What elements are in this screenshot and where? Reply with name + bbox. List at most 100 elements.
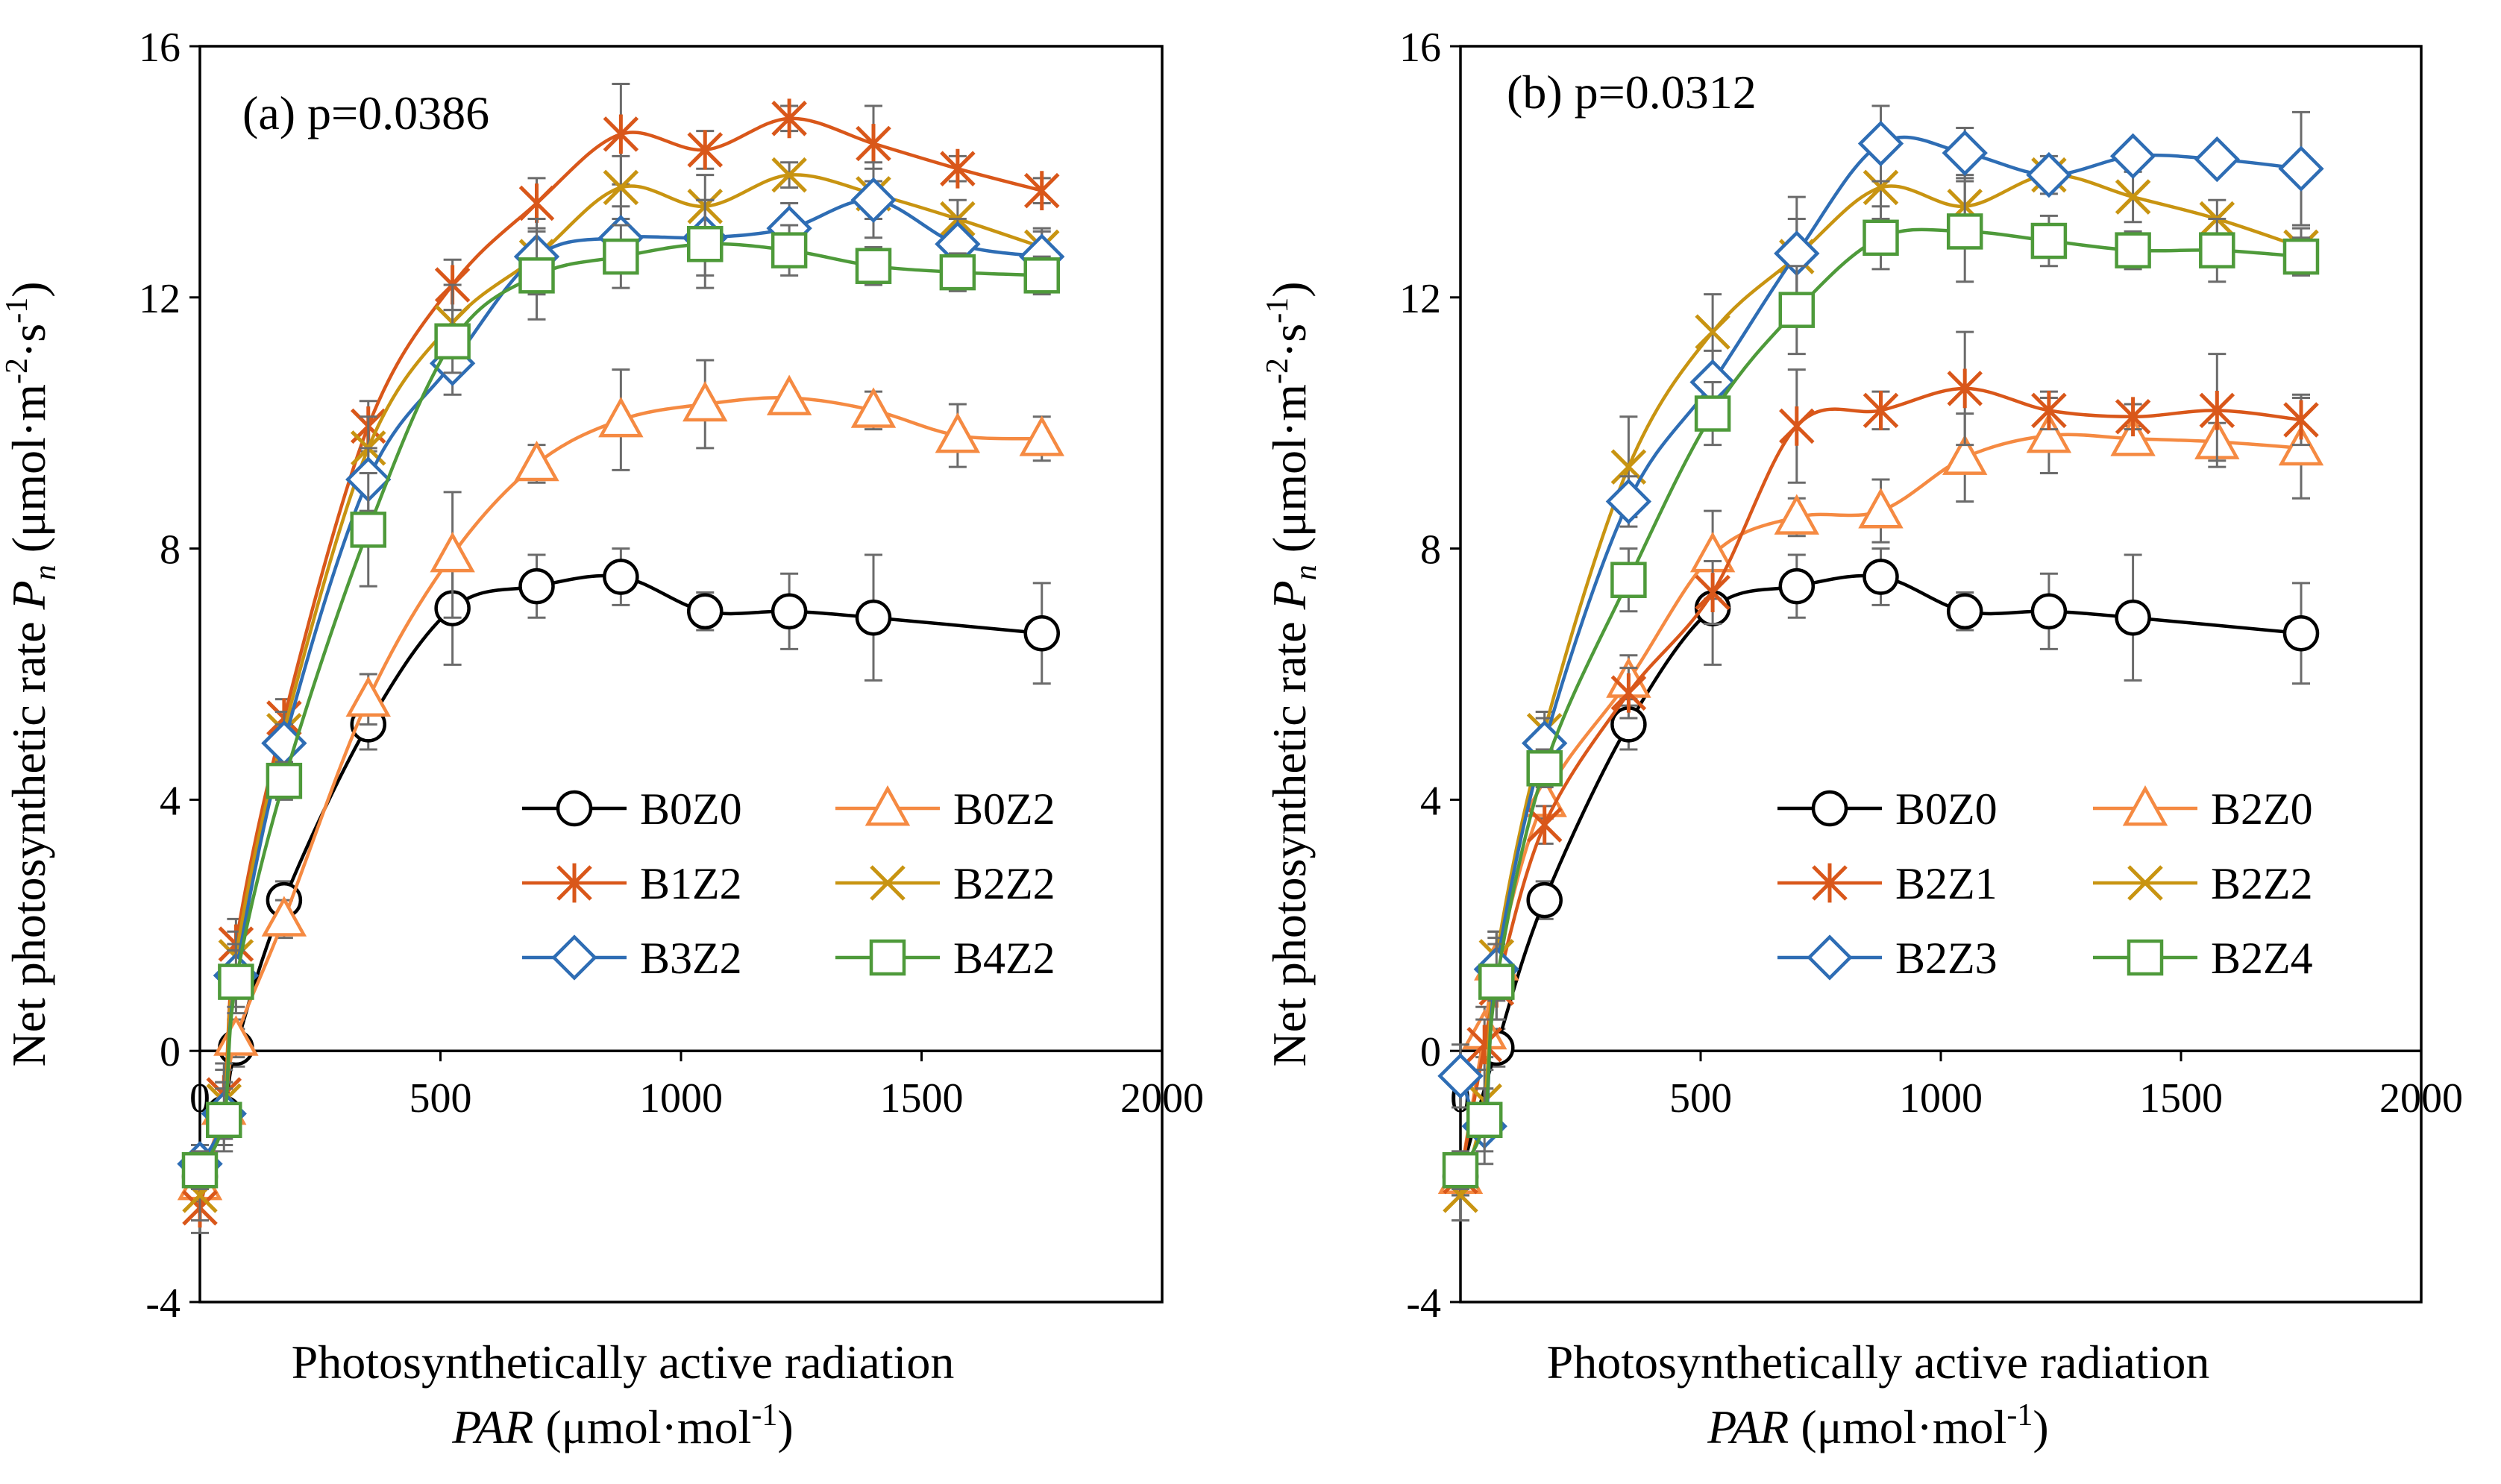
y-label-text: Net photosynthetic rate — [2, 609, 55, 1066]
y-tick-label: -4 — [145, 1280, 181, 1327]
series-line — [1458, 227, 2302, 1172]
plot-frame — [198, 45, 1164, 1304]
x-label-sup: -1 — [751, 1398, 777, 1433]
data-point — [2278, 424, 2324, 466]
data-point — [850, 387, 897, 428]
x-tick-label: 2000 — [1120, 1075, 1204, 1122]
x-tick-label: 500 — [1669, 1075, 1732, 1122]
x-axis-label-line2: PAR (μmol·mol-1) — [451, 1398, 793, 1453]
series-B3Z2 — [177, 161, 1065, 1187]
legend-item-B0Z0: B0Z0 — [522, 785, 742, 834]
data-point — [2030, 593, 2068, 630]
data-point — [2110, 415, 2156, 456]
legend-item-B0Z2: B0Z2 — [835, 785, 1055, 834]
data-point — [1947, 368, 1983, 409]
legend-marker — [1811, 790, 1848, 827]
panel-label: (a) — [242, 87, 295, 139]
data-point — [181, 1151, 219, 1189]
legend-label: B2Z1 — [1895, 859, 1998, 908]
data-point — [687, 225, 724, 262]
legend-item-B2Z2: B2Z2 — [2093, 859, 2313, 908]
x-tick-label: 1000 — [639, 1075, 723, 1122]
legend-item-B1Z2: B1Z2 — [522, 859, 742, 908]
data-point — [687, 130, 724, 170]
data-point — [855, 248, 892, 284]
data-point — [1437, 1053, 1484, 1099]
data-point — [771, 157, 807, 193]
series-B2Z1 — [1443, 330, 2319, 1197]
data-point — [1858, 488, 1904, 529]
x-label-unit: ) — [2033, 1400, 2048, 1453]
x-tick-label: 500 — [409, 1075, 472, 1122]
data-point — [603, 169, 639, 206]
legend: B0Z0 B0Z2 B1Z2 B2Z2 B3Z2 B4Z2 — [522, 785, 1055, 983]
data-point — [1942, 130, 1988, 176]
data-point — [261, 896, 307, 937]
data-point — [856, 124, 891, 163]
y-tick-label: 16 — [139, 25, 181, 71]
data-point — [2115, 179, 2151, 215]
y-label-unit: (μmol·m — [2, 384, 55, 565]
data-point — [1526, 750, 1563, 787]
series-line — [198, 173, 1043, 1196]
p-value: p=0.0386 — [295, 87, 489, 139]
y-label-var: P — [1263, 580, 1316, 610]
y-tick-label: -4 — [1406, 1280, 1441, 1327]
y-label-sup: -2 — [1261, 358, 1295, 384]
data-point — [345, 676, 391, 717]
y-tick-label: 0 — [160, 1029, 181, 1075]
data-point — [1023, 615, 1060, 652]
data-point — [218, 963, 254, 1000]
series-line — [1458, 173, 2302, 1196]
data-point — [1946, 593, 1983, 630]
legend-marker — [864, 785, 911, 826]
data-point — [2278, 145, 2324, 192]
data-point — [514, 440, 559, 482]
x-label-unit: (μmol·mol — [1789, 1400, 2006, 1453]
y-tick-label: 12 — [1399, 276, 1441, 322]
data-point — [2199, 232, 2235, 268]
series-B2Z4 — [1442, 180, 2320, 1190]
y-label-unit: ) — [2, 281, 55, 297]
x-label-unit: ) — [777, 1400, 793, 1453]
data-point — [1695, 573, 1730, 612]
legend-label: B0Z0 — [640, 785, 742, 834]
y-label-unit: ) — [1263, 281, 1316, 297]
legend-marker — [1807, 934, 1853, 981]
y-label-sup: -1 — [0, 298, 34, 324]
x-label-var: PAR — [1707, 1400, 1789, 1453]
x-axis-label-line2: PAR (μmol·mol-1) — [1707, 1398, 2048, 1453]
y-label-unit: ·s — [1263, 324, 1316, 358]
data-point — [1610, 673, 1647, 713]
data-point — [1478, 963, 1515, 1000]
series-line — [198, 198, 1043, 1165]
data-point — [2026, 151, 2072, 198]
x-tick-label: 1000 — [1899, 1075, 1983, 1122]
legend-marker — [870, 865, 906, 901]
legend-marker — [2127, 939, 2164, 976]
data-point — [1466, 1101, 1503, 1139]
legend-label: B0Z0 — [1895, 785, 1998, 834]
data-point — [1019, 415, 1064, 456]
data-point — [518, 183, 555, 223]
data-point — [2115, 397, 2151, 437]
legend-item-B2Z3: B2Z3 — [1777, 934, 1998, 983]
data-point — [2199, 390, 2235, 430]
data-point — [1774, 494, 1820, 535]
legend-label: B2Z0 — [2211, 785, 2313, 834]
data-point — [2031, 390, 2067, 430]
data-point — [434, 323, 471, 359]
legend-label: B4Z2 — [953, 934, 1055, 983]
data-point — [1694, 395, 1731, 432]
legend-item-B2Z1: B2Z1 — [1777, 859, 1998, 908]
legend-item-B4Z2: B4Z2 — [835, 934, 1055, 983]
y-label-unit: ·s — [2, 324, 55, 358]
data-point — [1466, 1025, 1502, 1065]
data-point — [1942, 434, 1988, 475]
data-point — [1695, 314, 1730, 350]
legend-label: B3Z2 — [640, 934, 742, 983]
data-point — [1946, 213, 1983, 250]
legend-label: B2Z4 — [2211, 934, 2313, 983]
